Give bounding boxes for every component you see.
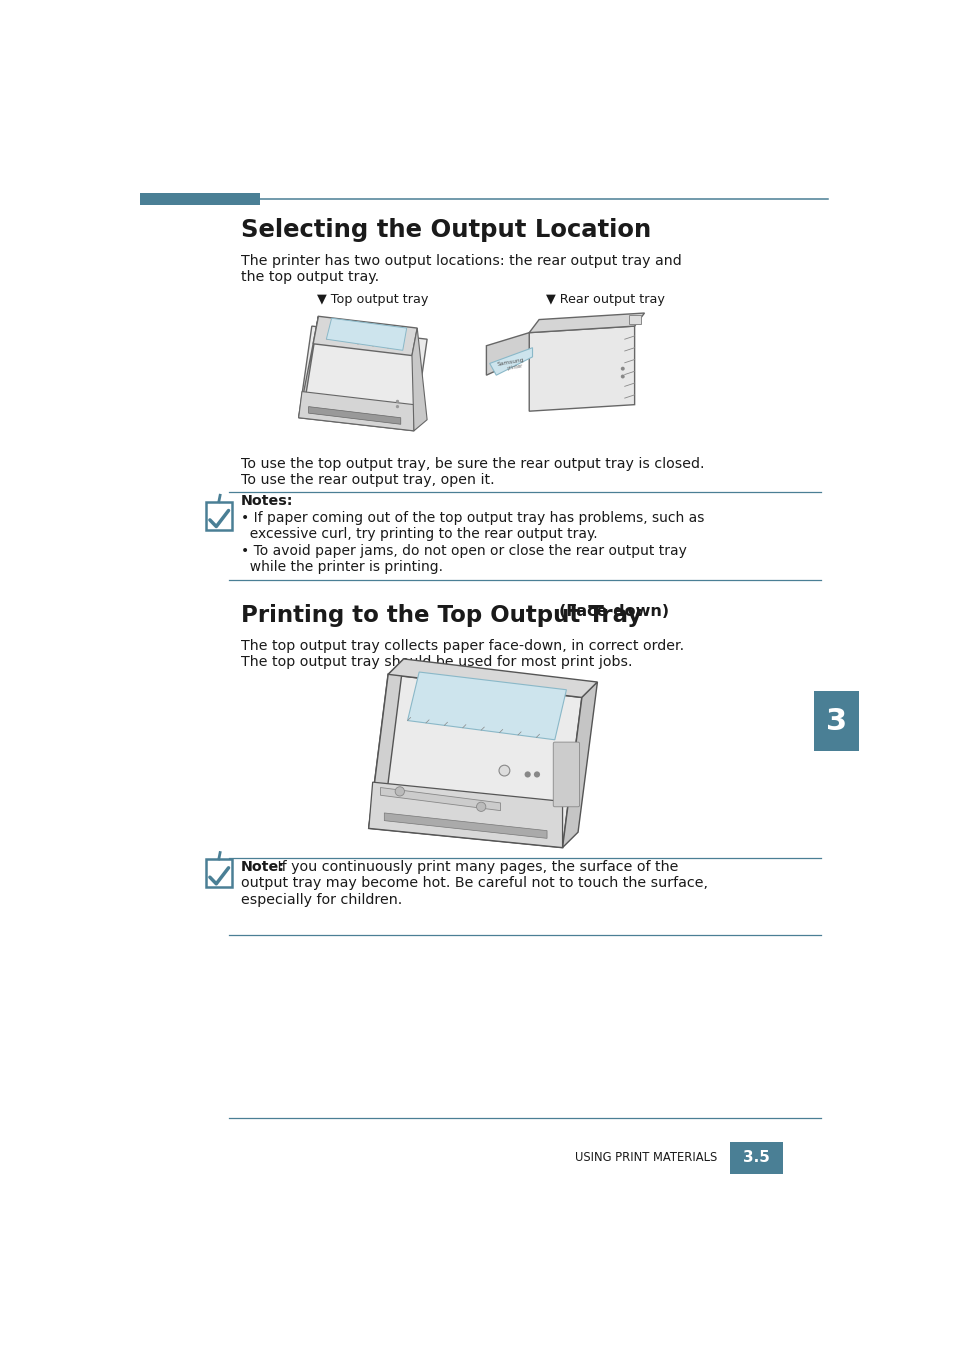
Circle shape — [534, 771, 539, 778]
Bar — [206, 502, 232, 529]
Circle shape — [498, 765, 509, 777]
Bar — [729, 1141, 781, 1174]
Polygon shape — [384, 813, 546, 839]
Text: 3: 3 — [825, 707, 846, 736]
Polygon shape — [369, 660, 403, 828]
Text: ▼ Top output tray: ▼ Top output tray — [316, 293, 428, 306]
Text: • If paper coming out of the top output tray has problems, such as: • If paper coming out of the top output … — [241, 511, 703, 525]
Polygon shape — [308, 406, 400, 424]
Circle shape — [476, 802, 485, 812]
Bar — [140, 192, 260, 205]
Polygon shape — [298, 316, 318, 417]
Bar — [206, 859, 232, 887]
Polygon shape — [388, 660, 597, 697]
Circle shape — [524, 771, 530, 778]
Text: the top output tray.: the top output tray. — [241, 271, 378, 284]
Polygon shape — [326, 318, 406, 350]
Text: Note:: Note: — [241, 860, 285, 874]
Polygon shape — [298, 392, 414, 431]
Text: Selecting the Output Location: Selecting the Output Location — [241, 218, 651, 242]
Polygon shape — [313, 316, 416, 355]
Text: To use the top output tray, be sure the rear output tray is closed.: To use the top output tray, be sure the … — [241, 458, 703, 471]
Text: • To avoid paper jams, do not open or close the rear output tray: • To avoid paper jams, do not open or cl… — [241, 544, 686, 559]
Text: ▼ Rear output tray: ▼ Rear output tray — [545, 293, 663, 306]
Polygon shape — [562, 682, 597, 848]
FancyBboxPatch shape — [553, 742, 579, 806]
Text: Notes:: Notes: — [241, 494, 294, 509]
Text: Printing to the Top Output Tray: Printing to the Top Output Tray — [241, 603, 649, 626]
Polygon shape — [298, 326, 427, 431]
Text: Samsung: Samsung — [497, 357, 524, 367]
Polygon shape — [380, 787, 500, 810]
Polygon shape — [486, 332, 529, 376]
Bar — [629, 315, 640, 324]
Text: To use the rear output tray, open it.: To use the rear output tray, open it. — [241, 474, 494, 487]
Circle shape — [620, 366, 624, 370]
Polygon shape — [489, 347, 532, 376]
Circle shape — [395, 400, 398, 402]
Text: printer: printer — [506, 363, 522, 371]
Text: The top output tray should be used for most print jobs.: The top output tray should be used for m… — [241, 656, 632, 669]
Text: USING PRINT MATERIALS: USING PRINT MATERIALS — [575, 1151, 717, 1164]
Text: especially for children.: especially for children. — [241, 892, 402, 907]
Text: (Face down): (Face down) — [558, 603, 668, 619]
Text: while the printer is printing.: while the printer is printing. — [241, 560, 442, 573]
Text: The top output tray collects paper face-down, in correct order.: The top output tray collects paper face-… — [241, 639, 683, 653]
Polygon shape — [407, 672, 566, 740]
Circle shape — [395, 787, 404, 795]
Polygon shape — [412, 328, 427, 431]
Polygon shape — [369, 782, 562, 848]
Circle shape — [395, 405, 398, 408]
Polygon shape — [529, 326, 634, 411]
Text: output tray may become hot. Be careful not to touch the surface,: output tray may become hot. Be careful n… — [241, 876, 707, 890]
Polygon shape — [369, 674, 581, 848]
Text: The printer has two output locations: the rear output tray and: The printer has two output locations: th… — [241, 254, 681, 268]
Circle shape — [620, 374, 624, 378]
Text: 3.5: 3.5 — [742, 1151, 769, 1166]
Text: If you continuously print many pages, the surface of the: If you continuously print many pages, th… — [274, 860, 679, 874]
Text: excessive curl, try printing to the rear output tray.: excessive curl, try printing to the rear… — [241, 528, 597, 541]
Polygon shape — [529, 314, 644, 332]
Bar — [814, 692, 858, 751]
